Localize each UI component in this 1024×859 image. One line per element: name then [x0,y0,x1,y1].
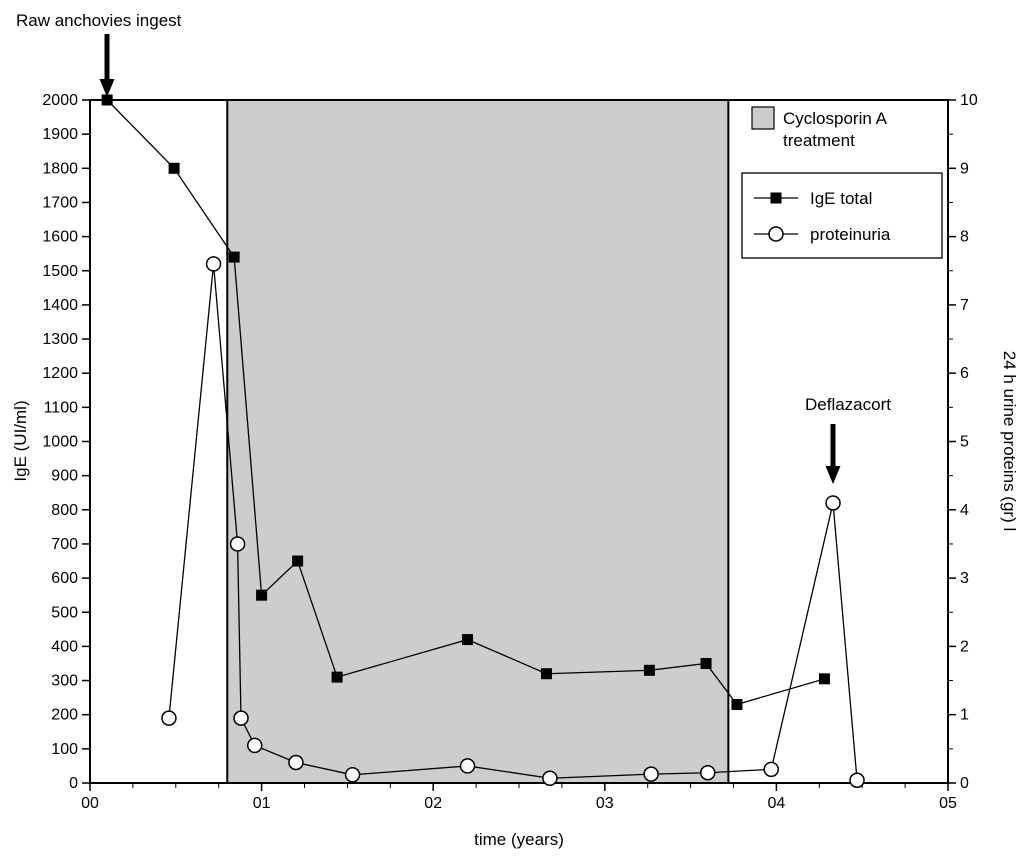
data-point-square [462,634,474,646]
series-line-proteinuria [168,263,858,781]
right-tick-label: 9 [960,160,969,177]
data-point-square [540,668,552,680]
cyclosporin-legend: Cyclosporin A treatment [751,106,888,150]
left-tick-label: 1900 [42,126,78,143]
data-point-circle [643,766,659,782]
data-point-circle [229,536,246,552]
right-axis-title: 24 h urine proteins (gr) l [1000,351,1019,531]
axes-layer: 00 01 02 03 04 050100200300400500600700800900… [42,92,977,812]
legend-circle-marker-icon [768,226,784,242]
legend-square-marker-icon [770,192,782,204]
right-tick-label: 1 [960,707,969,724]
down-arrow-icon [99,34,115,97]
series-line-ige-total [106,99,825,706]
series-legend: IgE total proteinuria [741,172,943,259]
left-tick-label: 700 [51,536,78,553]
right-tick-label: 0 [960,775,969,792]
data-point-square [731,698,743,710]
data-point-square [643,664,655,676]
right-tick-label: 8 [960,229,969,246]
legend-entry-proteinuria: proteinuria [754,225,891,244]
legend-entry-ige-total: IgE total [754,189,872,208]
left-tick-label: 2000 [42,92,78,109]
data-point-square [256,589,268,601]
data-point-square [331,671,343,683]
down-arrow-icon [825,424,841,484]
data-point-square [700,657,712,669]
legend-label-proteinuria: proteinuria [810,225,891,244]
left-tick-label: 200 [51,707,78,724]
x-tick-label: 04 [768,795,786,812]
left-tick-label: 1500 [42,263,78,280]
shaded-region-layer [226,100,730,783]
right-tick-label: 4 [960,502,969,519]
left-tick-label: 800 [51,502,78,519]
left-tick-label: 500 [51,604,78,621]
data-point-circle [233,710,249,726]
right-tick-label: 2 [960,638,969,655]
annotation-deflazacort: Deflazacort [805,395,891,484]
data-point-square [101,94,113,106]
right-tick-label: 6 [960,365,969,382]
left-axis-title: IgE (UI/ml) [11,400,30,481]
x-tick-label: 05 [939,795,957,812]
right-tick-label: 5 [960,434,969,451]
data-point-square [818,673,830,685]
right-tick-label: 7 [960,297,969,314]
right-tick-label: 10 [960,92,978,109]
left-tick-label: 1200 [42,365,78,382]
left-tick-label: 1600 [42,229,78,246]
x-axis-title: time (years) [474,830,564,849]
left-tick-label: 1700 [42,194,78,211]
data-point-circle [288,754,304,771]
left-tick-label: 400 [51,638,78,655]
data-point-square [228,251,240,263]
data-point-circle [542,770,558,786]
data-point-circle [246,737,263,754]
left-tick-label: 1800 [42,160,78,177]
annotation-raw-anchovies-label: Raw anchovies ingest [16,11,182,30]
data-point-circle [344,767,361,783]
data-point-square [292,555,304,567]
cyclosporin-treatment-region [227,100,729,783]
cyclosporin-label-line1: Cyclosporin A [783,109,888,128]
data-point-square [168,162,180,174]
left-tick-label: 600 [51,570,78,587]
left-tick-label: 1400 [42,297,78,314]
data-point-circle [700,765,716,781]
legend-label-ige-total: IgE total [810,189,872,208]
x-tick-label: 01 [253,795,271,812]
annotation-deflazacort-label: Deflazacort [805,395,891,414]
data-point-circle [849,772,865,789]
left-tick-label: 100 [51,741,78,758]
series-layer [101,94,865,789]
data-point-circle [763,761,780,778]
left-tick-label: 300 [51,673,78,690]
data-point-circle [205,256,222,272]
cyclosporin-swatch [751,106,775,130]
x-tick-label: 02 [424,795,442,812]
legend-box [741,172,943,259]
data-point-circle [459,758,476,774]
left-tick-label: 900 [51,468,78,485]
left-tick-label: 0 [69,775,78,792]
x-tick-label: 00 [81,795,99,812]
x-tick-label: 03 [596,795,614,812]
annotation-raw-anchovies: Raw anchovies ingest [16,11,182,97]
left-tick-label: 1300 [42,331,78,348]
cyclosporin-label-line2: treatment [783,131,855,150]
data-point-circle [161,710,177,726]
data-point-circle [825,495,841,511]
left-tick-label: 1100 [44,399,79,416]
left-tick-label: 1000 [42,434,78,451]
right-tick-label: 3 [960,570,969,587]
